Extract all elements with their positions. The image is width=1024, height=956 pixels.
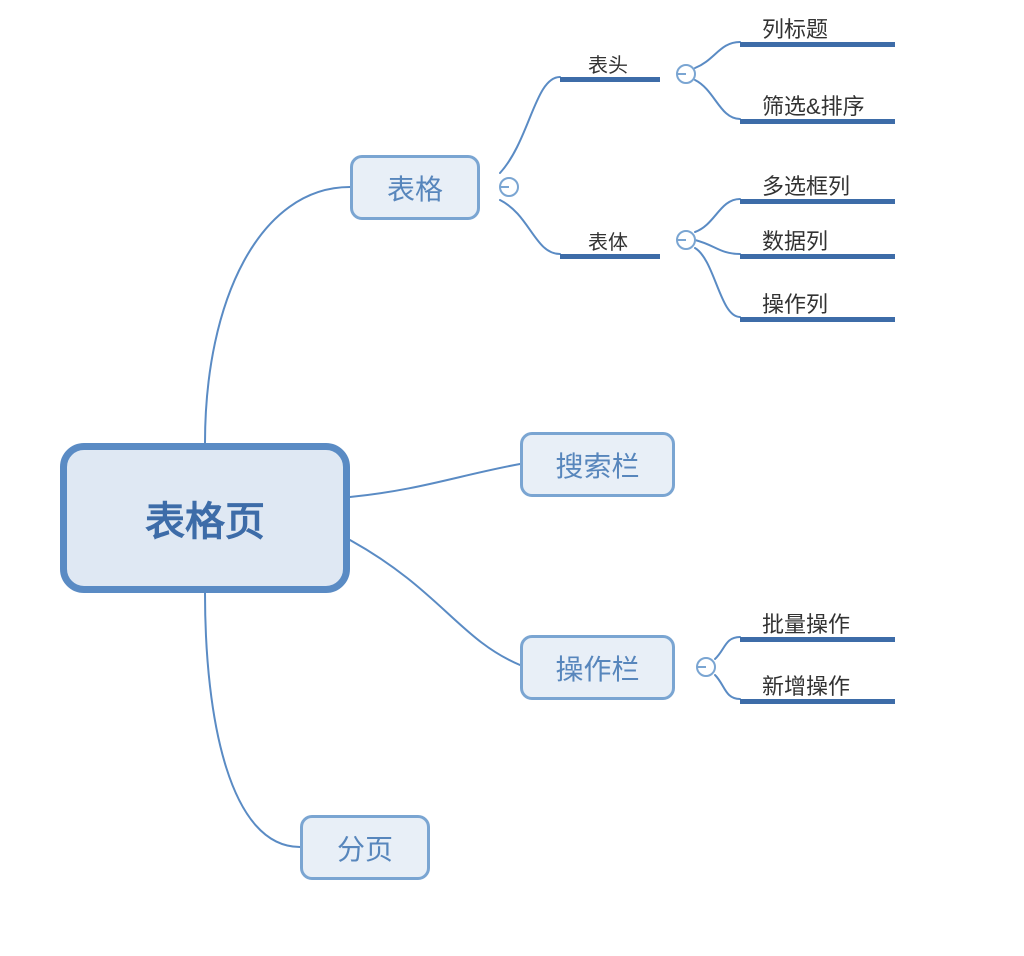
- node-search[interactable]: 搜索栏: [520, 432, 675, 497]
- node-action_col[interactable]: 操作列: [762, 288, 862, 318]
- node-data_col[interactable]: 数据列: [762, 225, 862, 255]
- edge-thead-coltitle: [695, 42, 740, 68]
- edge-tbody-checkbox: [695, 199, 740, 232]
- edge-tbody-datacol: [695, 240, 740, 254]
- node-add_op[interactable]: 新增操作: [762, 670, 892, 700]
- edge-tbody-actioncol: [695, 248, 740, 317]
- node-tbody[interactable]: 表体: [578, 225, 638, 255]
- node-paging[interactable]: 分页: [300, 815, 430, 880]
- edge-root-table: [205, 187, 350, 443]
- edge-toolbar-add: [715, 675, 740, 699]
- edge-toolbar-batch: [715, 637, 740, 659]
- node-filter_sort[interactable]: 筛选&排序: [762, 90, 902, 120]
- minus-icon: [501, 186, 509, 188]
- mindmap-canvas: 表格页 表格搜索栏操作栏分页 表头表体 列标题筛选&排序多选框列数据列操作列批量操作新…: [0, 0, 1024, 956]
- node-root[interactable]: 表格页: [60, 443, 350, 593]
- node-toolbar[interactable]: 操作栏: [520, 635, 675, 700]
- minus-icon: [678, 73, 686, 75]
- edge-table-thead: [500, 77, 560, 173]
- minus-icon: [698, 666, 706, 668]
- node-thead[interactable]: 表头: [578, 48, 638, 78]
- node-checkbox_col[interactable]: 多选框列: [762, 170, 892, 200]
- collapse-toolbar[interactable]: [696, 657, 716, 677]
- node-col_title[interactable]: 列标题: [762, 13, 862, 43]
- minus-icon: [678, 239, 686, 241]
- edge-root-search: [350, 464, 520, 497]
- edge-thead-filtersort: [695, 80, 740, 119]
- collapse-thead[interactable]: [676, 64, 696, 84]
- edge-table-tbody: [500, 200, 560, 254]
- edge-root-toolbar: [350, 540, 520, 665]
- node-batch_op[interactable]: 批量操作: [762, 608, 892, 638]
- node-table[interactable]: 表格: [350, 155, 480, 220]
- collapse-table[interactable]: [499, 177, 519, 197]
- collapse-tbody[interactable]: [676, 230, 696, 250]
- edge-root-paging: [205, 593, 300, 847]
